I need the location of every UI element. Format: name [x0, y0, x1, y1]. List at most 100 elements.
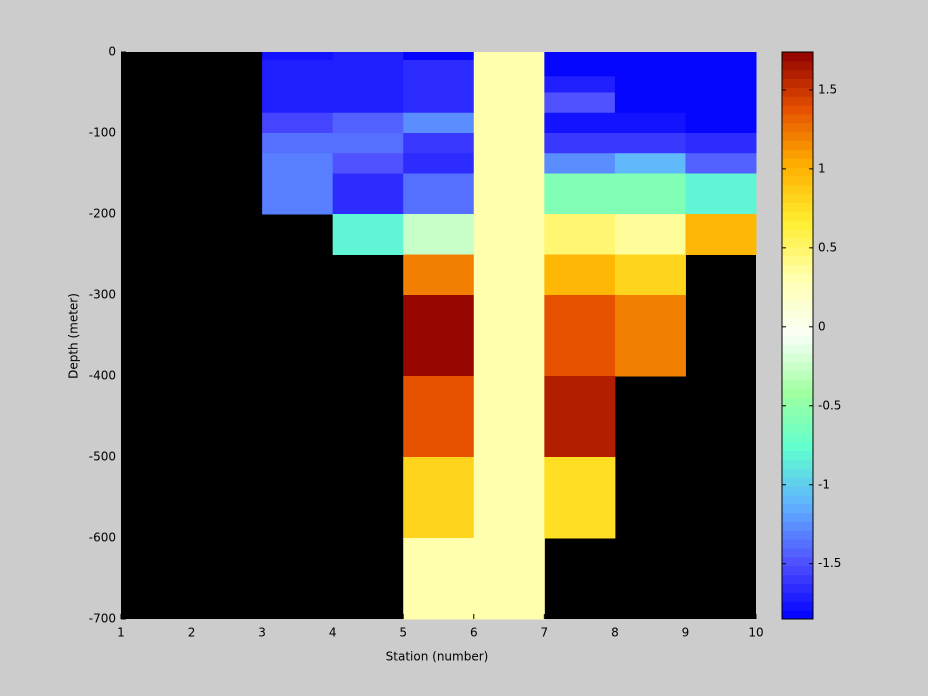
y-axis-label: Depth (meter)	[67, 293, 81, 379]
heat-cell	[332, 68, 404, 77]
heat-cell	[403, 295, 475, 377]
heat-cell	[473, 254, 545, 296]
colorbar-swatch	[782, 308, 813, 319]
colorbar-swatch	[782, 548, 813, 558]
colorbar-swatch	[782, 176, 813, 186]
heat-cell	[544, 112, 616, 134]
colorbar-swatch	[782, 246, 813, 257]
heat-cell	[614, 214, 686, 255]
colorbar-swatch	[782, 131, 813, 141]
colorbar-swatch	[782, 229, 813, 239]
heat-cell	[544, 295, 616, 377]
colorbar-tick-label: 0	[818, 319, 826, 333]
colorbar-swatch	[782, 592, 813, 602]
colorbar-swatch	[782, 238, 813, 248]
heat-cell	[685, 133, 757, 154]
colorbar-swatch	[782, 291, 813, 301]
colorbar-swatch	[782, 610, 813, 620]
heat-cell	[685, 214, 757, 255]
colorbar-tick-label: 0.5	[818, 240, 837, 254]
colorbar-swatch	[782, 530, 813, 540]
heat-cell	[614, 68, 686, 77]
colorbar-swatch	[782, 52, 813, 62]
heat-cell	[685, 92, 757, 114]
heat-cell	[403, 153, 475, 174]
heat-cell	[473, 457, 545, 539]
heat-cell	[332, 173, 404, 215]
heat-cell	[403, 254, 475, 296]
heat-cell	[403, 133, 475, 154]
heat-cell	[262, 133, 334, 154]
colorbar-swatch	[782, 149, 813, 159]
heat-cell	[262, 60, 334, 69]
colorbar-swatch	[782, 335, 813, 345]
heat-cell	[473, 92, 545, 114]
colorbar-swatch	[782, 184, 813, 195]
heat-cell	[403, 538, 475, 620]
heat-cell	[403, 92, 475, 114]
heat-cell	[262, 76, 334, 93]
heat-cell	[262, 52, 334, 61]
heat-cell	[685, 76, 757, 93]
x-tick-label: 1	[117, 626, 125, 640]
heat-cell	[614, 153, 686, 174]
colorbar-swatch	[782, 424, 813, 434]
heat-cell	[262, 112, 334, 134]
heat-cell	[685, 173, 757, 215]
heat-cell	[473, 214, 545, 255]
heat-cell	[614, 173, 686, 215]
heat-cell	[685, 153, 757, 174]
heat-cell	[685, 52, 757, 61]
heat-cell	[332, 52, 404, 61]
colorbar-swatch	[782, 264, 813, 274]
heat-cell	[544, 254, 616, 296]
colorbar-swatch	[782, 574, 813, 584]
colorbar-swatch	[782, 486, 813, 496]
colorbar-swatch	[782, 87, 813, 97]
colorbar-swatch	[782, 503, 813, 514]
colorbar-swatch	[782, 494, 813, 505]
heat-cell	[544, 214, 616, 255]
colorbar-swatch	[782, 193, 813, 204]
colorbar-swatch	[782, 317, 813, 328]
heat-cell	[614, 112, 686, 134]
colorbar-swatch	[782, 521, 813, 531]
heat-cell	[544, 92, 616, 114]
colorbar-swatch	[782, 122, 813, 133]
colorbar-swatch	[782, 167, 813, 177]
heat-cell	[403, 112, 475, 134]
colorbar-swatch	[782, 78, 813, 88]
colorbar-swatch	[782, 459, 813, 469]
heat-cell	[403, 52, 475, 61]
x-tick-label: 6	[470, 626, 478, 640]
heat-cell	[473, 173, 545, 215]
colorbar-swatch	[782, 362, 813, 372]
heat-cell	[262, 92, 334, 114]
heat-cell	[473, 76, 545, 93]
heat-cell	[473, 68, 545, 77]
heat-cell	[614, 52, 686, 61]
colorbar-frame	[781, 51, 814, 620]
y-tick-label: -600	[89, 531, 116, 545]
heat-cell	[403, 60, 475, 69]
colorbar-swatch	[782, 601, 813, 611]
heat-cell	[473, 52, 545, 61]
colorbar-swatch	[782, 512, 813, 522]
colorbar-swatch	[782, 539, 813, 549]
colorbar-swatch	[782, 69, 813, 79]
colorbar-swatch	[782, 300, 813, 310]
heat-cell	[544, 76, 616, 93]
heat-cell	[403, 214, 475, 255]
x-tick-label: 5	[399, 626, 407, 640]
colorbar-swatch	[782, 388, 813, 398]
colorbar-swatch	[782, 441, 813, 452]
x-tick-label: 3	[258, 626, 266, 640]
heat-cell	[614, 76, 686, 93]
colorbar-swatch	[782, 477, 813, 487]
heat-cell	[403, 68, 475, 77]
colorbar-tick-label: -0.5	[818, 398, 841, 412]
heat-cell	[332, 92, 404, 114]
heat-cell	[332, 214, 404, 255]
y-tick-label: -100	[89, 126, 116, 140]
